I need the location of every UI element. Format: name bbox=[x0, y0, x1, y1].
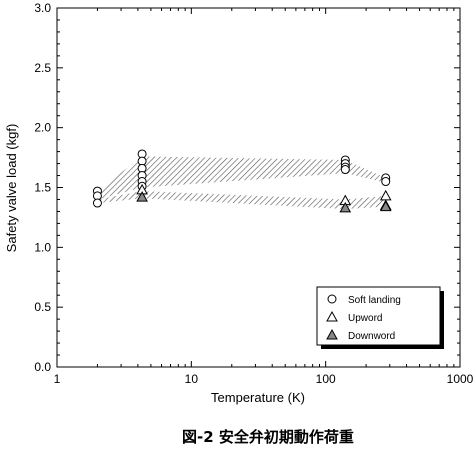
hatched-band-group bbox=[97, 156, 386, 209]
point-soft-landing bbox=[92, 198, 102, 208]
point-soft-landing bbox=[381, 177, 391, 187]
y-tick-label: 1.0 bbox=[34, 240, 51, 254]
hatched-band-1 bbox=[97, 191, 386, 209]
legend-label-upword: Upword bbox=[348, 313, 382, 324]
legend-label-downword: Downword bbox=[348, 331, 395, 342]
legend-box bbox=[316, 286, 441, 346]
hatched-band-0 bbox=[97, 156, 386, 200]
x-tick-label: 10 bbox=[185, 372, 199, 386]
point-downword bbox=[379, 200, 392, 212]
point-downword bbox=[136, 191, 148, 202]
x-axis-label: Temperature (K) bbox=[211, 390, 305, 405]
axis-ticks bbox=[56, 7, 461, 368]
legend-marker-upword bbox=[326, 310, 338, 322]
x-tick-label: 1 bbox=[54, 372, 61, 386]
y-tick-labels: 0.0 0.5 1.0 1.5 2.0 2.5 3.0 bbox=[34, 1, 51, 374]
x-tick-labels: 1 10 100 1000 bbox=[54, 372, 474, 386]
y-axis-label: Safety valve load (kgf) bbox=[4, 124, 19, 253]
point-downword bbox=[339, 201, 352, 213]
y-tick-label: 3.0 bbox=[34, 1, 51, 15]
legend-marker-soft-landing bbox=[327, 294, 337, 304]
figure-caption: 図-2 安全弁初期動作荷重 bbox=[182, 428, 354, 446]
y-tick-label: 1.5 bbox=[34, 181, 51, 195]
x-tick-label: 100 bbox=[316, 372, 336, 386]
legend: Soft landing Upword Downword bbox=[316, 286, 444, 349]
point-upword bbox=[379, 189, 392, 201]
y-tick-label: 2.5 bbox=[34, 61, 51, 75]
y-tick-label: 2.0 bbox=[34, 121, 51, 135]
x-tick-label: 1000 bbox=[447, 372, 474, 386]
y-tick-label: 0.5 bbox=[34, 300, 51, 314]
y-tick-label: 0.0 bbox=[34, 360, 51, 374]
data-markers bbox=[92, 149, 392, 213]
point-soft-landing bbox=[340, 165, 350, 175]
legend-label-soft-landing: Soft landing bbox=[348, 295, 401, 306]
legend-marker-downword bbox=[326, 328, 338, 340]
